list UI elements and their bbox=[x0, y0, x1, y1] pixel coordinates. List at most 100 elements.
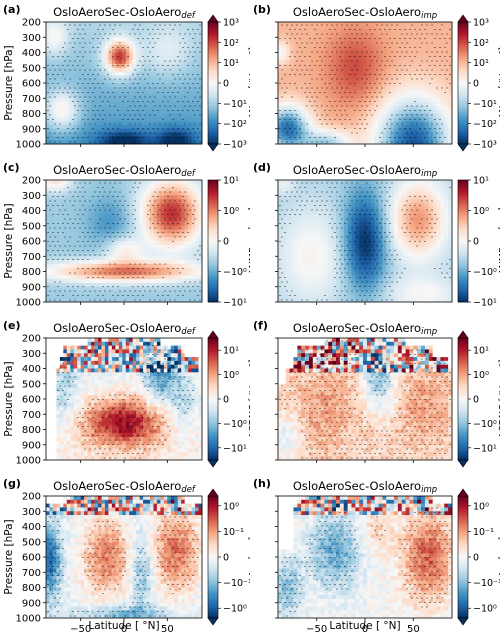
stipple-dot bbox=[199, 114, 200, 115]
heatmap-cell bbox=[278, 121, 282, 125]
stipple-dot bbox=[162, 74, 163, 75]
heatmap-cell bbox=[336, 22, 340, 26]
panel-label: (b) bbox=[253, 3, 271, 16]
stipple-dot bbox=[291, 51, 292, 52]
heatmap-cell bbox=[88, 195, 92, 199]
heatmap-cell bbox=[185, 188, 189, 192]
stipple-dot bbox=[366, 51, 367, 52]
heatmap-cell bbox=[394, 30, 398, 34]
stipple-dot bbox=[104, 24, 105, 25]
heatmap-cell bbox=[181, 230, 185, 234]
heatmap-cell bbox=[344, 72, 348, 76]
heatmap-cell bbox=[112, 203, 116, 207]
stipple-dot bbox=[334, 101, 335, 102]
heatmap-cell bbox=[56, 218, 60, 222]
heatmap-cell bbox=[394, 114, 398, 118]
heatmap-cell bbox=[363, 106, 367, 110]
heatmap-cell bbox=[84, 79, 88, 83]
heatmap-cell bbox=[126, 79, 130, 83]
heatmap-cell bbox=[386, 129, 390, 133]
heatmap-cell bbox=[317, 30, 321, 34]
y-tick-label: 1000 bbox=[16, 140, 41, 151]
heatmap-cell bbox=[115, 60, 119, 64]
heatmap-cell bbox=[129, 180, 133, 184]
stipple-dot bbox=[446, 33, 447, 34]
stipple-dot bbox=[389, 29, 390, 30]
heatmap-cell bbox=[150, 87, 154, 91]
heatmap-cell bbox=[91, 30, 95, 34]
heatmap-cell bbox=[286, 87, 290, 91]
heatmap-cell bbox=[394, 56, 398, 60]
stipple-dot bbox=[117, 128, 118, 129]
stipple-dot bbox=[194, 96, 195, 97]
stipple-dot bbox=[334, 110, 335, 111]
heatmap-cell bbox=[336, 26, 340, 30]
stipple-dot bbox=[184, 60, 185, 61]
heatmap-cell bbox=[157, 188, 161, 192]
chart-title: OsloAeroSec-OsloAeroimp bbox=[293, 5, 437, 21]
heatmap-cell bbox=[105, 129, 109, 133]
heatmap-cell bbox=[140, 45, 144, 49]
stipple-dot bbox=[314, 38, 315, 39]
stipple-dot bbox=[119, 51, 120, 52]
heatmap-cell bbox=[195, 218, 199, 222]
stipple-dot bbox=[329, 110, 330, 111]
heatmap-cell bbox=[133, 195, 137, 199]
stipple-dot bbox=[177, 74, 178, 75]
heatmap-cell bbox=[108, 41, 112, 45]
heatmap-cell bbox=[140, 199, 144, 203]
heatmap-cell bbox=[425, 117, 429, 121]
heatmap-cell bbox=[297, 102, 301, 106]
stipple-dot bbox=[117, 56, 118, 57]
heatmap-cell bbox=[150, 91, 154, 95]
heatmap-cell bbox=[444, 87, 448, 91]
stipple-dot bbox=[122, 65, 123, 66]
heatmap-cell bbox=[91, 41, 95, 45]
heatmap-cell bbox=[375, 133, 379, 137]
stipple-dot bbox=[82, 119, 83, 120]
stipple-dot bbox=[139, 78, 140, 79]
heatmap-cell bbox=[67, 98, 71, 102]
heatmap-cell bbox=[119, 117, 123, 121]
stipple-dot bbox=[331, 60, 332, 61]
stipple-dot bbox=[167, 92, 168, 93]
heatmap-cell bbox=[375, 136, 379, 140]
stipple-dot bbox=[326, 105, 327, 106]
heatmap-cell bbox=[112, 125, 116, 129]
stipple-dot bbox=[331, 33, 332, 34]
stipple-dot bbox=[189, 141, 190, 142]
heatmap-cell bbox=[160, 110, 164, 114]
heatmap-cell bbox=[101, 30, 105, 34]
stipple-dot bbox=[319, 119, 320, 120]
heatmap-cell bbox=[108, 98, 112, 102]
heatmap-cell bbox=[91, 129, 95, 133]
heatmap-cell bbox=[133, 237, 137, 241]
heatmap-cell bbox=[394, 49, 398, 53]
stipple-dot bbox=[162, 83, 163, 84]
stipple-dot bbox=[409, 47, 410, 48]
heatmap-cell bbox=[433, 121, 437, 125]
stipple-dot bbox=[69, 42, 70, 43]
heatmap-cell bbox=[297, 53, 301, 57]
stipple-dot bbox=[381, 87, 382, 88]
heatmap-cell bbox=[164, 233, 168, 237]
heatmap-cell bbox=[437, 79, 441, 83]
stipple-dot bbox=[197, 110, 198, 111]
heatmap-cell bbox=[63, 191, 67, 195]
heatmap-cell bbox=[413, 64, 417, 68]
stipple-dot bbox=[421, 60, 422, 61]
stipple-dot bbox=[137, 29, 138, 30]
heatmap-cell bbox=[367, 87, 371, 91]
stipple-dot bbox=[326, 87, 327, 88]
stipple-dot bbox=[47, 74, 48, 75]
heatmap-cell bbox=[129, 83, 133, 87]
heatmap-cell bbox=[136, 56, 140, 60]
heatmap-cell bbox=[413, 37, 417, 41]
stipple-dot bbox=[104, 78, 105, 79]
heatmap-cell bbox=[140, 79, 144, 83]
heatmap-cell bbox=[112, 41, 116, 45]
heatmap-cell bbox=[157, 133, 161, 137]
stipple-dot bbox=[134, 141, 135, 142]
heatmap-cell bbox=[136, 22, 140, 26]
stipple-dot bbox=[281, 69, 282, 70]
